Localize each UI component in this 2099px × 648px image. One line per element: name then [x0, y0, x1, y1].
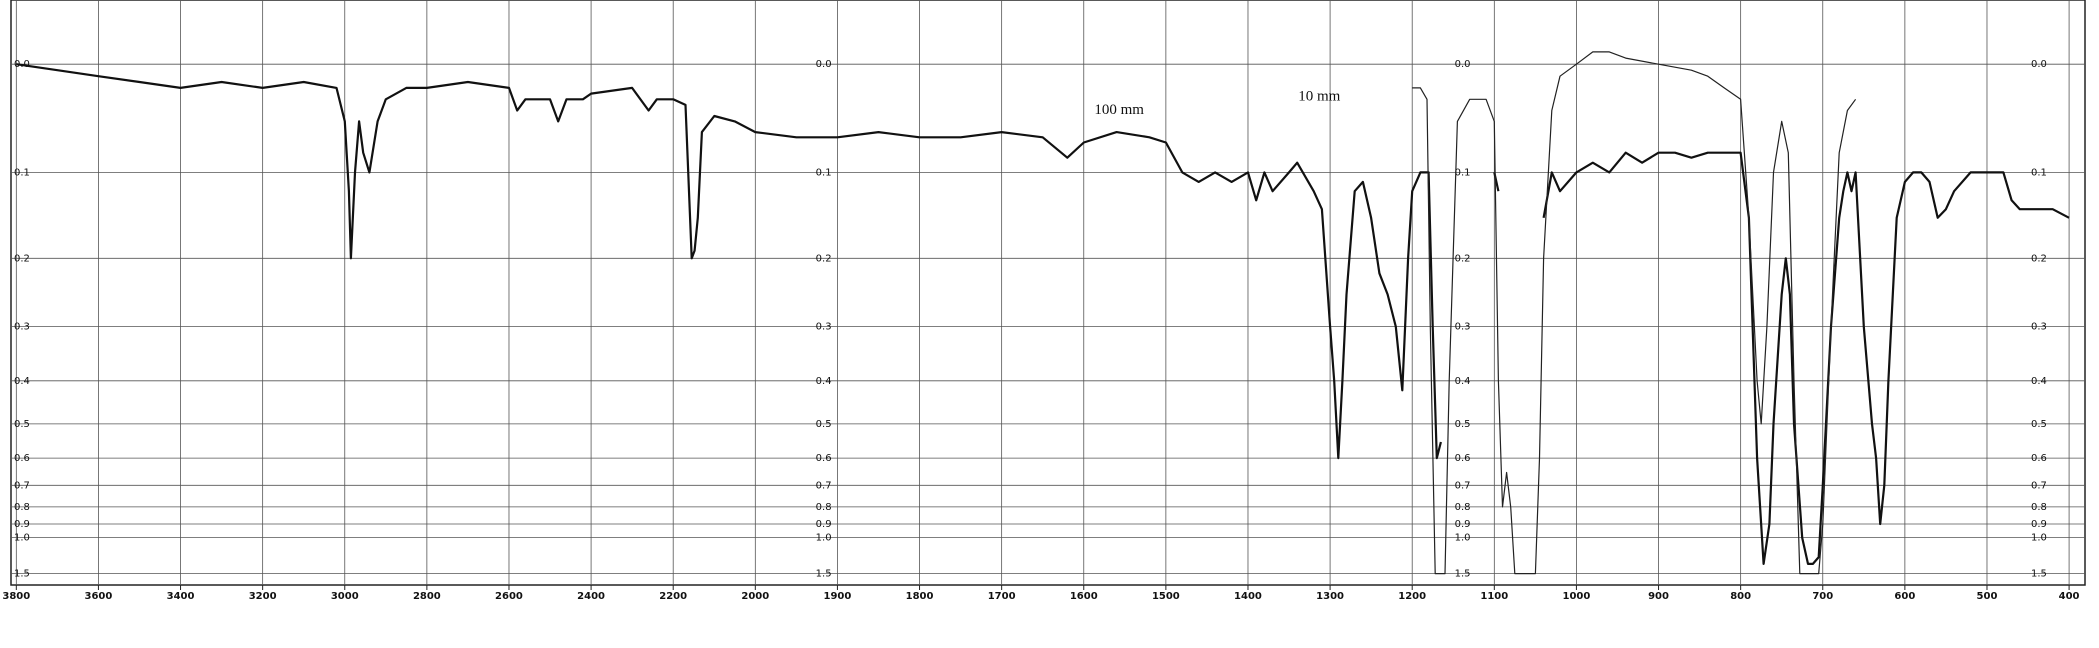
y-tick-label: 0.5: [14, 419, 30, 430]
y-tick-label: 0.3: [2031, 322, 2047, 333]
y-tick-label: 0.8: [1455, 502, 1471, 513]
y-tick-label: 0.5: [2031, 419, 2047, 430]
series-label: 10 mm: [1298, 89, 1340, 105]
x-tick-label: 700: [1812, 591, 1833, 602]
x-tick-label: 800: [1730, 591, 1751, 602]
x-tick-label: 1900: [824, 591, 852, 602]
x-tick-label: 2400: [577, 591, 605, 602]
y-tick-label: 0.9: [2031, 519, 2047, 530]
y-tick-label: 0.0: [1455, 59, 1471, 70]
x-tick-label: 3400: [167, 591, 195, 602]
y-tick-label: 0.9: [14, 519, 30, 530]
y-tick-label: 0.1: [14, 167, 30, 178]
x-tick-label: 3800: [2, 591, 30, 602]
x-tick-label: 1000: [1563, 591, 1591, 602]
x-tick-label: 400: [2059, 591, 2080, 602]
y-tick-label: 0.8: [816, 502, 832, 513]
y-tick-label: 1.0: [14, 533, 30, 544]
x-tick-label: 3600: [85, 591, 113, 602]
y-tick-label: 0.8: [14, 502, 30, 513]
y-tick-label: 0.7: [1455, 480, 1471, 491]
y-tick-label: 0.4: [2031, 376, 2047, 387]
x-tick-label: 2600: [495, 591, 523, 602]
x-tick-label: 1700: [988, 591, 1016, 602]
x-tick-label: 1800: [906, 591, 934, 602]
x-tick-label: 1100: [1480, 591, 1508, 602]
y-tick-label: 0.2: [1455, 253, 1471, 264]
x-tick-label: 1300: [1316, 591, 1344, 602]
x-tick-label: 3200: [249, 591, 277, 602]
x-tick-label: 1500: [1152, 591, 1180, 602]
y-tick-label: 0.4: [1455, 376, 1471, 387]
y-tick-label: 0.0: [816, 59, 832, 70]
y-tick-label: 1.5: [14, 569, 30, 580]
series-line: [16, 63, 1442, 460]
y-tick-label: 0.1: [1455, 167, 1471, 178]
y-tick-label: 0.2: [2031, 253, 2047, 264]
y-tick-label: 0.7: [816, 480, 832, 491]
x-tick-label: 1400: [1234, 591, 1262, 602]
y-tick-label: 1.0: [1455, 533, 1471, 544]
y-tick-label: 0.3: [14, 322, 30, 333]
y-tick-label: 1.0: [2031, 533, 2047, 544]
y-tick-label: 0.5: [1455, 419, 1471, 430]
x-tick-label: 1200: [1398, 591, 1426, 602]
y-tick-label: 0.0: [2031, 59, 2047, 70]
y-tick-label: 0.9: [1455, 519, 1471, 530]
x-tick-label: 2800: [413, 591, 441, 602]
x-tick-label: 500: [1977, 591, 1998, 602]
y-tick-label: 0.6: [816, 453, 832, 464]
y-tick-label: 0.3: [816, 322, 832, 333]
x-tick-label: 2000: [741, 591, 769, 602]
y-tick-label: 0.7: [2031, 480, 2047, 491]
y-tick-label: 0.6: [2031, 453, 2047, 464]
x-tick-label: 1600: [1070, 591, 1098, 602]
y-tick-label: 0.5: [816, 419, 832, 430]
y-tick-label: 0.1: [2031, 167, 2047, 178]
y-tick-label: 0.6: [14, 453, 30, 464]
x-tick-label: 900: [1648, 591, 1669, 602]
x-tick-label: 3000: [331, 591, 359, 602]
x-tick-label: 2200: [659, 591, 687, 602]
series-label: 100 mm: [1094, 102, 1144, 118]
y-tick-label: 0.3: [1455, 322, 1471, 333]
y-tick-label: 0.1: [816, 167, 832, 178]
y-tick-label: 0.7: [14, 480, 30, 491]
y-tick-label: 1.5: [816, 569, 832, 580]
y-tick-label: 1.0: [816, 533, 832, 544]
plot-frame: [10, 0, 2086, 586]
y-tick-label: 1.5: [2031, 569, 2047, 580]
y-tick-label: 0.2: [14, 253, 30, 264]
y-tick-label: 0.2: [816, 253, 832, 264]
y-tick-label: 1.5: [1455, 569, 1471, 580]
series-line: [1412, 51, 1857, 575]
y-tick-label: 0.4: [14, 376, 30, 387]
series-line: [1542, 151, 2070, 565]
x-tick-label: 600: [1894, 591, 1915, 602]
y-tick-label: 0.6: [1455, 453, 1471, 464]
y-tick-label: 0.9: [816, 519, 832, 530]
y-tick-label: 0.8: [2031, 502, 2047, 513]
y-tick-label: 0.4: [816, 376, 832, 387]
